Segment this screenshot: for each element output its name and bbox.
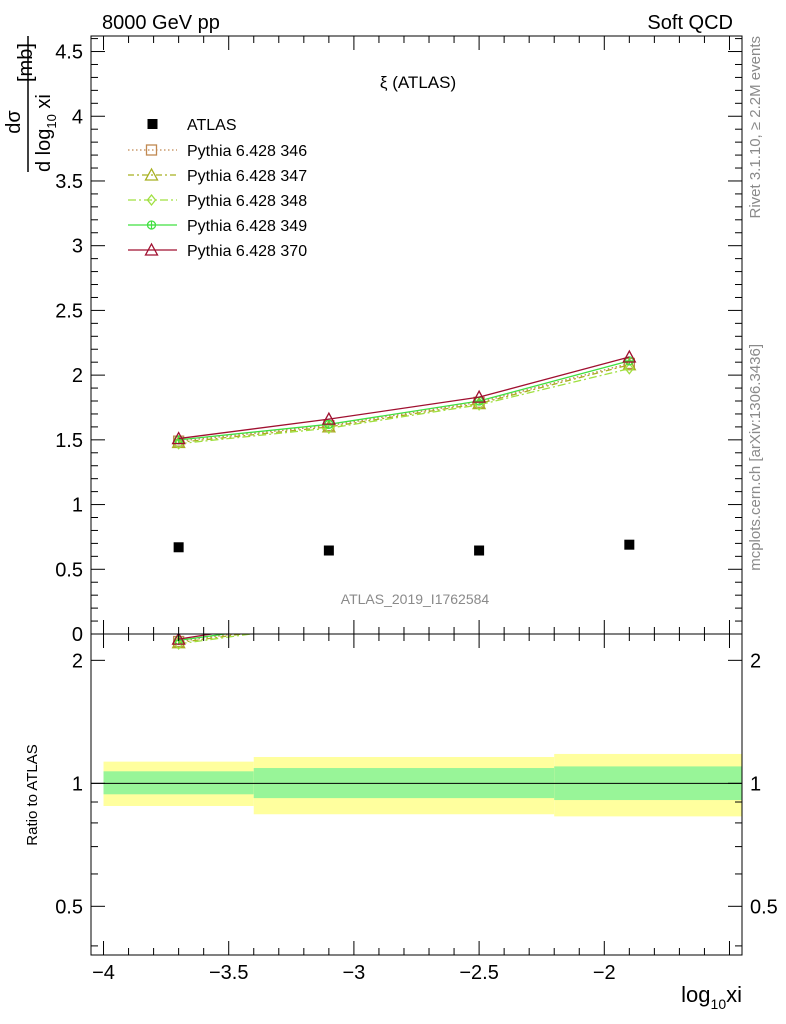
data-point-2 <box>474 545 485 556</box>
ratio-series-4-point-0 <box>171 634 186 645</box>
series-2-point-2 <box>474 398 484 411</box>
y-tick-label-9: 4.5 <box>55 42 83 64</box>
ratio-series-4 <box>171 634 216 645</box>
y-tick-label-2: 1 <box>72 495 83 517</box>
legend-entry-1: Pythia 6.428 347 <box>128 167 307 185</box>
ratio-y-tick-label-left-1: 1 <box>72 773 83 795</box>
ratio-y-tick-label-right-0: 0.5 <box>750 896 778 918</box>
y-tick-label-8: 4 <box>72 106 83 128</box>
legend-entry-2: Pythia 6.428 348 <box>128 193 307 210</box>
y-tick-label-0: 0 <box>72 624 83 646</box>
legend-label-4: Pythia 6.428 370 <box>187 243 307 260</box>
ratio-y-axis-label: Ratio to ATLAS <box>24 744 41 845</box>
header-left: 8000 GeV pp <box>102 12 220 34</box>
series-line-2 <box>178 368 630 445</box>
legend-label-2: Pythia 6.428 348 <box>187 193 307 210</box>
y-tick-label-3: 1.5 <box>55 430 83 452</box>
legend-entry-data: ATLAS <box>147 117 237 134</box>
y-tick-label-6: 3 <box>72 236 83 258</box>
ratio-y-tick-label-right-1: 1 <box>750 773 761 795</box>
y-tick-label-4: 2 <box>72 365 83 387</box>
ratio-frame <box>90 633 743 956</box>
y-tick-label-5: 2.5 <box>55 300 83 322</box>
series-2-point-3 <box>624 362 635 375</box>
ratio-series-2 <box>173 634 256 650</box>
x-tick-label-1: −3.5 <box>209 962 248 984</box>
legend: ATLAS Pythia 6.428 346 Pythia 6.428 347 Pyt… <box>128 117 307 260</box>
ratio-band-inner-0 <box>103 771 254 795</box>
ylabel-den: d log10 xi <box>33 94 59 172</box>
ratio-bands <box>91 753 742 817</box>
data-point-0 <box>173 542 184 553</box>
main-series-lines <box>171 349 637 556</box>
legend-label-3: Pythia 6.428 349 <box>187 218 307 235</box>
series-4-point-0 <box>171 431 186 445</box>
header-right: Soft QCD <box>647 12 733 34</box>
series-line-0 <box>178 362 630 442</box>
x-tick-label-2: −3 <box>342 962 365 984</box>
series-line-4 <box>178 356 630 440</box>
x-tick-label-4: −2 <box>593 962 616 984</box>
series-3-point-2 <box>474 396 484 406</box>
legend-label-data: ATLAS <box>187 117 237 134</box>
watermark: ATLAS_2019_I1762584 <box>341 591 490 607</box>
series-4 <box>171 349 637 445</box>
data-series <box>173 539 635 556</box>
legend-entry-3: Pythia 6.428 349 <box>128 218 307 235</box>
data-point-1 <box>323 545 334 556</box>
x-tick-label-3: −2.5 <box>459 962 498 984</box>
legend-label-1: Pythia 6.428 347 <box>187 168 307 185</box>
ylabel-unit: [mb] <box>15 43 37 82</box>
ratio-series-2-point-0 <box>173 637 184 650</box>
series-4-point-1 <box>321 411 336 425</box>
ratio-y-tick-label-left-0: 0.5 <box>55 896 83 918</box>
chart-title: ξ (ATLAS) <box>380 73 456 92</box>
legend-entry-0: Pythia 6.428 346 <box>128 143 307 160</box>
x-axis-label: log10xi <box>681 982 742 1012</box>
series-2-point-1 <box>324 422 334 435</box>
mcplots-label: mcplots.cern.ch [arXiv:1306.3436] <box>747 344 764 571</box>
series-4-point-3 <box>622 349 637 363</box>
ratio-y-tick-label-right-2: 2 <box>750 650 761 672</box>
legend-label-0: Pythia 6.428 346 <box>187 143 307 160</box>
data-point-3 <box>624 539 635 550</box>
series-line-1 <box>178 364 630 444</box>
series-2-point-0 <box>173 437 184 450</box>
x-tick-label-0: −4 <box>92 962 115 984</box>
rivet-label: Rivet 3.1.10, ≥ 2.2M events <box>747 36 764 219</box>
ylabel-num: dσ <box>3 110 25 134</box>
y-tick-label-7: 3.5 <box>55 171 83 193</box>
series-3-point-3 <box>624 356 634 366</box>
axes: −4 −3.5 −3 −2.5 −2 0 0.5 1 1.5 2 2.5 3 3.5 4 4.5 0.5 0.5… <box>55 35 778 984</box>
series-4-point-2 <box>472 389 487 403</box>
main-y-axis-label: dσ d log10 xi [mb] <box>3 36 59 172</box>
series-1 <box>171 357 637 449</box>
series-2 <box>173 362 635 450</box>
legend-entry-4: Pythia 6.428 370 <box>128 242 307 260</box>
y-tick-label-1: 0.5 <box>55 559 83 581</box>
series-line-3 <box>178 360 630 441</box>
ratio-y-tick-label-left-2: 2 <box>72 650 83 672</box>
